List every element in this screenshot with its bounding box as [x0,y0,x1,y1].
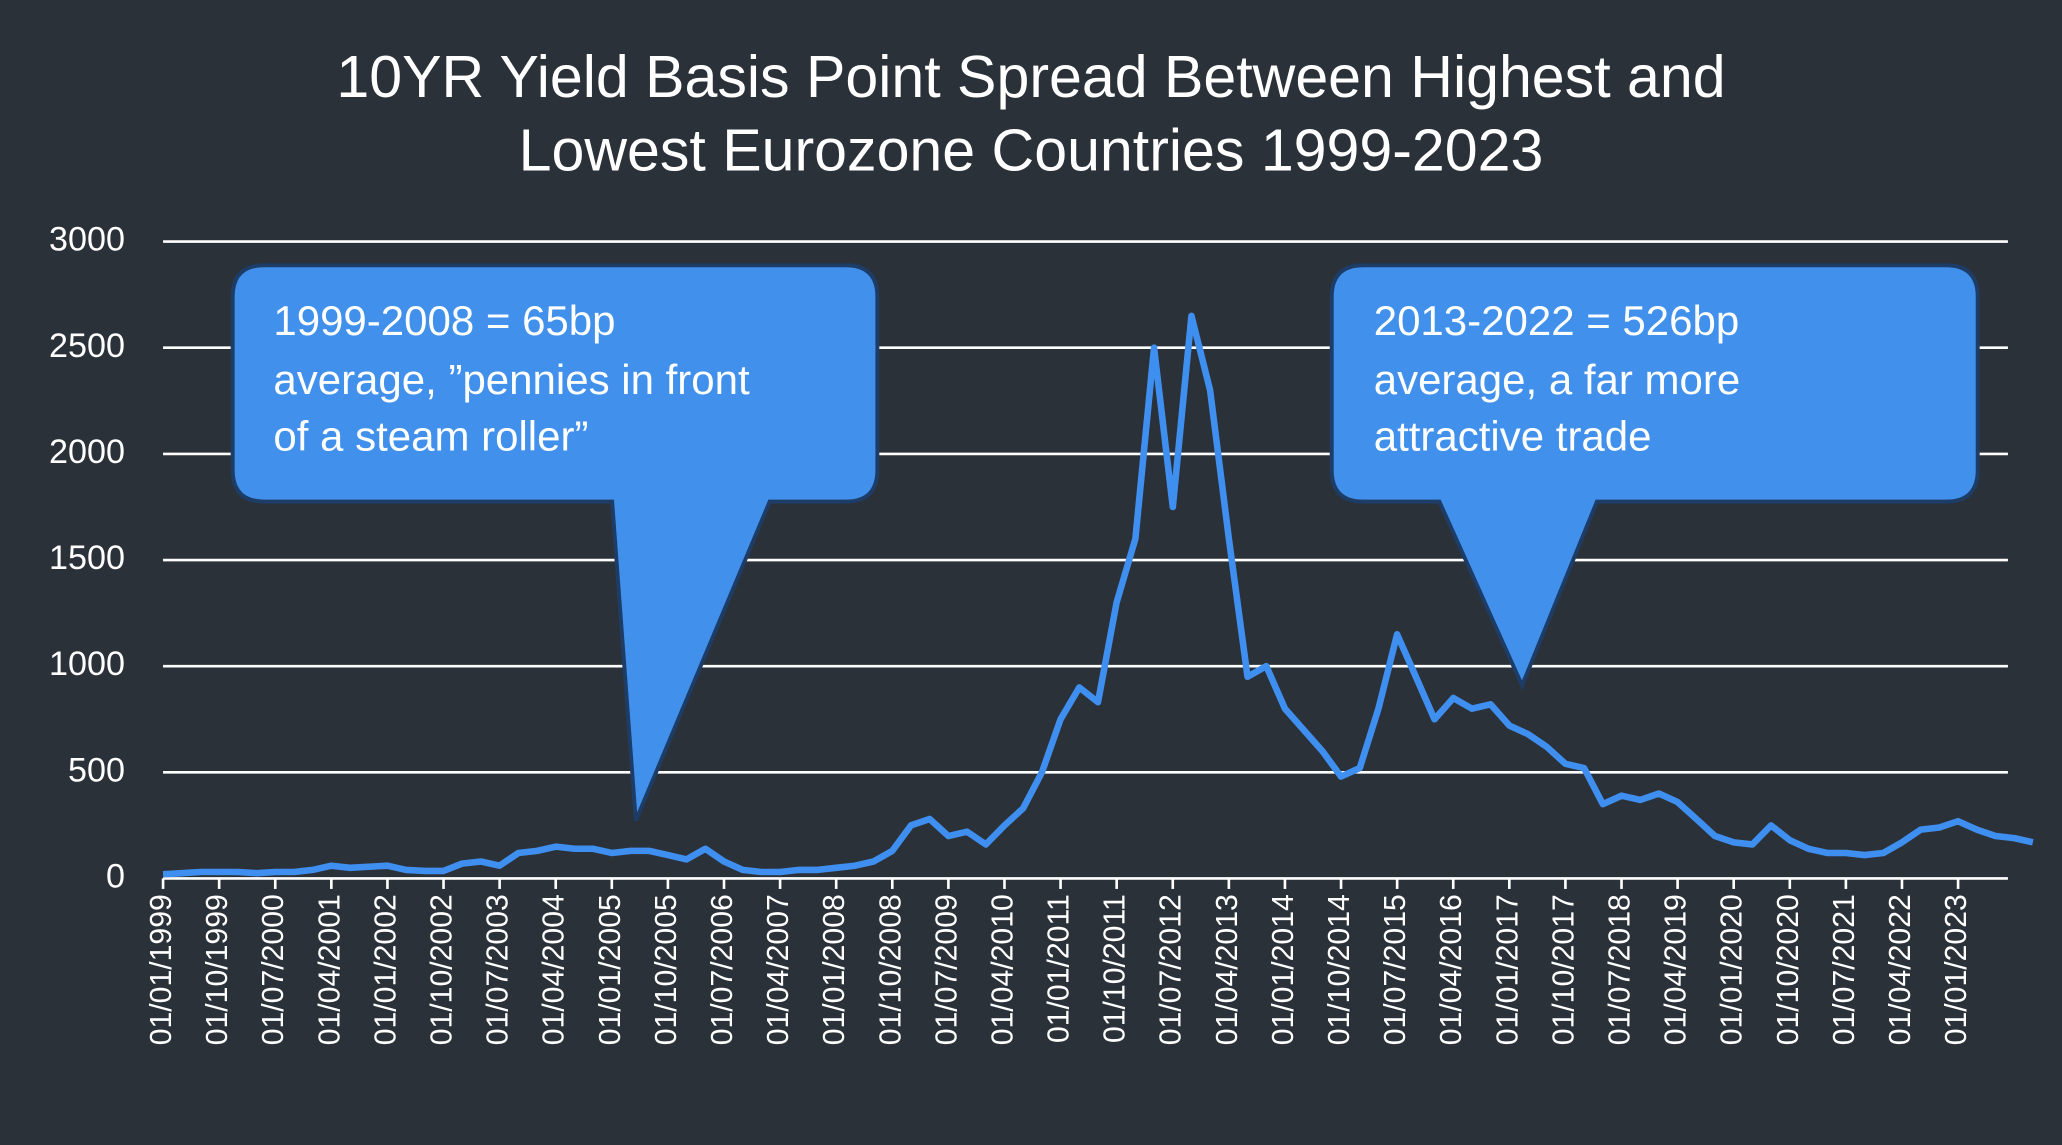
x-tick-label: 01/10/1999 [201,894,234,1045]
x-tick-label: 01/07/2012 [1155,894,1188,1045]
plot-area: 0 500 1000 1500 2000 2500 3000 01/01/1999 01/10/… [49,221,2034,1045]
x-tick-label: 01/01/2020 [1716,894,1749,1045]
x-tick-label: 01/10/2002 [426,894,459,1045]
x-tick-label: 01/07/2003 [482,894,515,1045]
x-tick-label: 01/04/2004 [538,894,571,1045]
x-tick-label: 01/07/2009 [930,894,963,1045]
x-tick-label: 01/10/2011 [1099,894,1132,1043]
callout-shape [230,263,880,822]
callout-text: attractive trade [1374,412,1652,459]
x-tick-label: 01/01/2002 [369,894,402,1045]
x-tick-label: 01/01/2005 [594,894,627,1045]
x-tick-label: 01/04/2001 [313,894,346,1045]
x-tick-label: 01/07/2006 [706,894,739,1045]
x-tick-label: 01/01/2023 [1940,894,1973,1045]
x-tick-label: 01/01/2017 [1491,894,1524,1045]
x-tick-label: 01/04/2007 [762,894,795,1045]
x-tick-label: 01/04/2013 [1211,894,1244,1045]
x-tick-label: 01/04/2010 [986,894,1019,1045]
y-tick-label: 1000 [49,645,125,683]
x-tick-label: 01/10/2017 [1547,894,1580,1045]
y-tick-label: 3000 [49,221,125,259]
callout-text: 2013-2022 = 526bp [1374,297,1740,344]
y-tick-label: 0 [106,857,125,895]
x-tick-label: 01/10/2014 [1323,894,1356,1045]
x-tick-label: 01/01/2008 [818,894,851,1045]
y-tick-label: 1500 [49,539,125,577]
x-tick-label: 01/10/2008 [874,894,907,1045]
x-tick-label: 01/01/2014 [1267,894,1300,1045]
x-tick-label: 01/07/2021 [1828,894,1861,1045]
line-series [162,312,2034,878]
x-tick-label: 01/04/2016 [1435,894,1468,1045]
x-tick-label: 01/01/2011 [1043,894,1076,1043]
x-tick-label: 01/01/1999 [145,894,178,1045]
callout-text: of a steam roller” [273,412,588,459]
x-tick-label: 01/07/2000 [257,894,290,1045]
chart-title: Lowest Eurozone Countries 1999-2023 [519,118,1544,184]
y-tick-label: 2000 [49,433,125,471]
x-tick-label: 01/10/2005 [650,894,683,1045]
callout-text: average, ”pennies in front [273,356,750,403]
y-tick-label: 2500 [49,327,125,365]
x-tick-label: 01/10/2020 [1772,894,1805,1045]
y-tick-label: 500 [68,751,125,789]
x-tick-label: 01/07/2018 [1603,894,1636,1045]
callout-shape [1329,263,1980,691]
callout: 1999-2008 = 65bp average, ”pennies in fr… [230,263,880,822]
x-tick-label: 01/04/2019 [1660,894,1693,1045]
callout-text: 1999-2008 = 65bp [273,297,615,344]
x-tick-label: 01/07/2015 [1379,894,1412,1045]
callout: 2013-2022 = 526bp average, a far more at… [1329,263,1980,691]
x-tick-label: 01/04/2022 [1884,894,1917,1045]
chart-title: 10YR Yield Basis Point Spread Between Hi… [336,44,1725,110]
callout-text: average, a far more [1374,356,1741,403]
